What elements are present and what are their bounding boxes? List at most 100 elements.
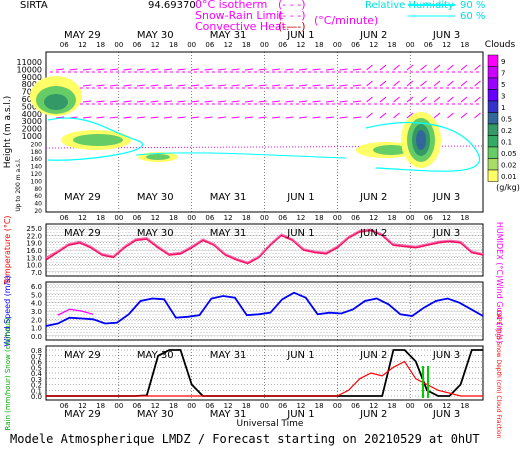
hour-tick-label: 06 bbox=[205, 41, 214, 49]
wind-arrow bbox=[123, 100, 132, 103]
hour-tick-label: 06 bbox=[351, 41, 360, 49]
wind-arrow bbox=[406, 64, 414, 71]
hour-tick-label: 18 bbox=[387, 402, 396, 410]
wind-arrow bbox=[339, 116, 348, 119]
legend-isotherm-style: (- - -) bbox=[278, 0, 305, 11]
wind-arrow bbox=[379, 96, 387, 103]
wind-arrow bbox=[406, 96, 414, 103]
cape-line bbox=[46, 360, 483, 397]
day-label: JUN 3 bbox=[432, 192, 460, 203]
wind-arrow bbox=[217, 68, 227, 71]
hour-tick-label: 18 bbox=[315, 41, 324, 49]
hour-tick-label: 00 bbox=[260, 0, 269, 2]
wind-arrow bbox=[109, 100, 119, 103]
hour-tick-label: 00 bbox=[114, 41, 123, 49]
wind-arrow bbox=[55, 68, 65, 71]
y-tick-label: 0.0 bbox=[31, 393, 42, 401]
wind-arrow bbox=[150, 84, 159, 87]
rain-bar bbox=[427, 366, 429, 398]
cloud-colorbar: Clouds 9 7 5 3 1 0.5 0.2 0.1 0.05 0.02 0.01 (g/kg) bbox=[485, 40, 520, 192]
hour-tick-label: 18 bbox=[387, 214, 396, 222]
wind-arrow bbox=[312, 84, 321, 87]
wind-arrow bbox=[366, 112, 373, 119]
colorbar-swatch bbox=[487, 169, 499, 182]
wind-arrow bbox=[258, 68, 267, 71]
wind-arrow bbox=[136, 116, 146, 119]
cloud-cell bbox=[416, 130, 426, 150]
wind-arrow bbox=[312, 68, 321, 71]
wind-arrow bbox=[244, 100, 254, 103]
wind-arrow bbox=[312, 116, 321, 119]
y-tick-label: 22.0 bbox=[26, 232, 42, 240]
legend-snow-rain-style: (- - -) bbox=[278, 9, 305, 22]
site-code: 94.69370 bbox=[148, 0, 196, 11]
legend-isotherm: 0°C isotherm bbox=[195, 0, 267, 11]
wind-arrow bbox=[150, 100, 159, 103]
colorbar-title: Clouds bbox=[485, 40, 516, 50]
wind-speed-line bbox=[45, 291, 484, 327]
wind-arrow bbox=[406, 112, 414, 119]
y-tick-label: 120 bbox=[31, 171, 43, 178]
wind-arrow bbox=[352, 116, 362, 119]
hour-tick-label: 18 bbox=[387, 41, 396, 49]
colorbar-swatch bbox=[487, 146, 499, 159]
hour-tick-label: 12 bbox=[442, 214, 451, 222]
wind-arrow bbox=[96, 116, 105, 119]
wind-arrow bbox=[82, 68, 92, 71]
y-tick-label: 11000 bbox=[17, 58, 42, 67]
colorbar-label: 0.01 bbox=[501, 173, 517, 181]
wind-panel: 6.05.04.03.02.01.00.0 Wind Speed (m/s) Win… bbox=[3, 275, 504, 346]
colorbar-swatch bbox=[487, 77, 499, 90]
colorbar-label: 3 bbox=[501, 93, 505, 101]
hour-tick-label: 12 bbox=[369, 402, 378, 410]
day-label: JUN 1 bbox=[286, 228, 314, 239]
wind-arrow bbox=[231, 100, 240, 103]
wind-arrow bbox=[163, 68, 173, 71]
colorbar-swatch bbox=[487, 66, 499, 79]
day-label: JUN 1 bbox=[286, 192, 314, 203]
hour-labels-top: 06 12 18 00 06 12 18 00 06 12 18 00 06 12 18 00 06 12 18 00… bbox=[60, 41, 470, 49]
y-tick-label: 4000 bbox=[22, 110, 42, 119]
hour-tick-label: 18 bbox=[460, 402, 469, 410]
wind-arrow bbox=[339, 100, 348, 103]
y-tick-label: 5000 bbox=[22, 102, 42, 111]
day-label: JUN 3 bbox=[432, 409, 460, 420]
y-tick-label: 0.6 bbox=[31, 359, 43, 367]
wind-arrow bbox=[82, 84, 92, 87]
colorbar-swatch bbox=[487, 54, 499, 67]
wind-arrow bbox=[325, 116, 335, 119]
wind-arrow bbox=[460, 64, 468, 71]
wind-arrow bbox=[447, 64, 454, 71]
legend-rh-60: 60 % bbox=[460, 11, 485, 22]
hour-tick-label: 12 bbox=[442, 0, 451, 2]
hour-tick-label: 18 bbox=[96, 214, 105, 222]
hour-tick-label: 18 bbox=[315, 402, 324, 410]
colorbar-label: 9 bbox=[501, 58, 505, 66]
day-label: JUN 3 bbox=[432, 350, 460, 361]
y-tick-label: 25.0 bbox=[26, 225, 42, 233]
cloud-panel: 1100010000900080007000600050004000300020… bbox=[3, 51, 484, 222]
hour-tick-label: 18 bbox=[169, 41, 178, 49]
day-label: MAY 29 bbox=[64, 30, 101, 41]
hour-tick-label: 00 bbox=[187, 402, 196, 410]
wind-arrow bbox=[379, 112, 387, 119]
day-label: MAY 31 bbox=[210, 30, 247, 41]
wind-arrow bbox=[393, 112, 400, 119]
hour-tick-label: 12 bbox=[224, 0, 233, 2]
wind-arrow bbox=[339, 68, 348, 71]
day-label: MAY 30 bbox=[137, 228, 174, 239]
y-tick-label: 0.2 bbox=[31, 382, 42, 390]
hour-tick-label: 18 bbox=[169, 214, 178, 222]
wind-arrow bbox=[136, 100, 146, 103]
wind-arrow bbox=[177, 84, 186, 87]
y-tick-label: 10000 bbox=[17, 65, 42, 74]
footer-title: Modele Atmospherique LMDZ / Forecast sta… bbox=[10, 432, 480, 446]
day-label: MAY 29 bbox=[64, 350, 101, 361]
day-label: MAY 29 bbox=[64, 409, 101, 420]
wind-arrow bbox=[298, 116, 308, 119]
hour-tick-label: 00 bbox=[114, 402, 123, 410]
cloud-cell bbox=[73, 134, 123, 146]
wind-arrow bbox=[325, 84, 335, 87]
y-tick-label: 7.0 bbox=[31, 269, 42, 277]
